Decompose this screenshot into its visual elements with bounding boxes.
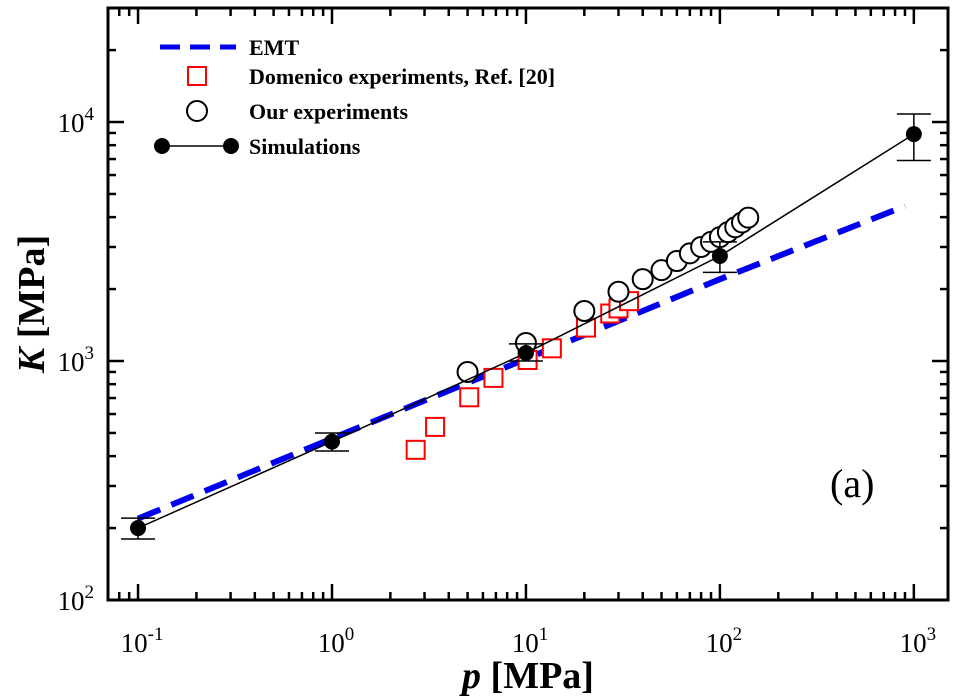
domenico-point bbox=[405, 439, 426, 460]
y-tick-label: 104 bbox=[58, 104, 95, 138]
domenico-point bbox=[459, 387, 480, 408]
simulation-point bbox=[517, 345, 534, 362]
legend-simulations-right-dot bbox=[223, 138, 239, 154]
y-tick-label: 103 bbox=[58, 343, 95, 377]
legend-simulations-label: Simulations bbox=[249, 134, 361, 159]
series-2 bbox=[456, 206, 760, 383]
plot-series bbox=[121, 113, 931, 540]
our-experiment-point bbox=[573, 299, 596, 322]
x-tick-label: 102 bbox=[706, 624, 743, 658]
series-3 bbox=[121, 113, 931, 540]
legend-our-experiments-swatch bbox=[186, 100, 208, 122]
x-tick-label: 101 bbox=[512, 624, 549, 658]
y-tick-label: 102 bbox=[58, 582, 95, 616]
our-experiment-point bbox=[607, 280, 630, 303]
x-tick-label: 100 bbox=[318, 624, 355, 658]
axis-tick-labels: 10-1 100 101 102 103 102 103 104 bbox=[58, 104, 937, 658]
our-experiment-point bbox=[631, 268, 654, 291]
x-tick-label: 103 bbox=[900, 624, 937, 658]
simulation-point bbox=[905, 126, 922, 143]
x-tick-label: 10-1 bbox=[121, 624, 164, 658]
legend: EMT Domenico experiments, Ref. [20] Our … bbox=[154, 35, 555, 159]
plot-frame bbox=[106, 6, 950, 602]
y-axis-title: K [MPa] bbox=[11, 235, 53, 374]
legend-domenico-label: Domenico experiments, Ref. [20] bbox=[249, 64, 555, 89]
panel-label: (a) bbox=[830, 461, 874, 506]
our-experiment-point bbox=[737, 206, 760, 229]
domenico-point bbox=[483, 367, 504, 388]
legend-domenico-swatch bbox=[187, 66, 207, 86]
x-axis-title: p [MPa] bbox=[459, 655, 594, 696]
legend-simulations-left-dot bbox=[154, 138, 170, 154]
legend-our-experiments-label: Our experiments bbox=[249, 99, 409, 124]
series-1 bbox=[405, 291, 640, 460]
simulation-point bbox=[323, 433, 340, 450]
axis-ticks bbox=[106, 6, 948, 602]
legend-emt-label: EMT bbox=[249, 35, 299, 60]
simulation-point bbox=[130, 520, 147, 537]
simulation-point bbox=[711, 248, 728, 265]
domenico-point bbox=[541, 338, 562, 359]
domenico-point bbox=[425, 416, 446, 437]
